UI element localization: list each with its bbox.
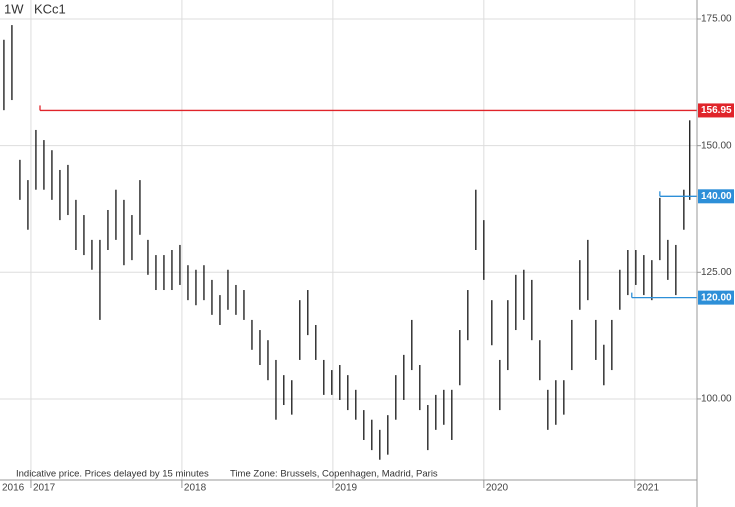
x-tick-label: 2016	[2, 483, 25, 494]
level-label: 156.95	[701, 105, 732, 116]
x-tick-label: 2020	[486, 483, 509, 494]
interval: 1W	[4, 1, 24, 16]
level-badge	[698, 103, 734, 118]
x-tick-label: 2018	[184, 483, 207, 494]
grid	[0, 0, 701, 488]
symbol: KCc1	[34, 1, 66, 16]
y-tick-label: 100.00	[701, 394, 732, 405]
x-tick-label: 2021	[637, 483, 660, 494]
level-label: 140.00	[701, 191, 732, 202]
note: Indicative price. Prices delayed by 15 m…	[16, 469, 209, 480]
overlay	[39, 105, 697, 299]
x-tick-label: 2017	[33, 483, 56, 494]
x-tick-label: 2019	[335, 483, 358, 494]
timezone: Time Zone: Brussels, Copenhagen, Madrid,…	[230, 469, 438, 480]
y-tick-label: 150.00	[701, 140, 732, 151]
y-tick-label: 175.00	[701, 14, 732, 25]
level-label: 120.00	[701, 292, 732, 303]
level-badge	[698, 290, 734, 305]
level-badge	[698, 189, 734, 204]
y-tick-label: 125.00	[701, 267, 732, 278]
